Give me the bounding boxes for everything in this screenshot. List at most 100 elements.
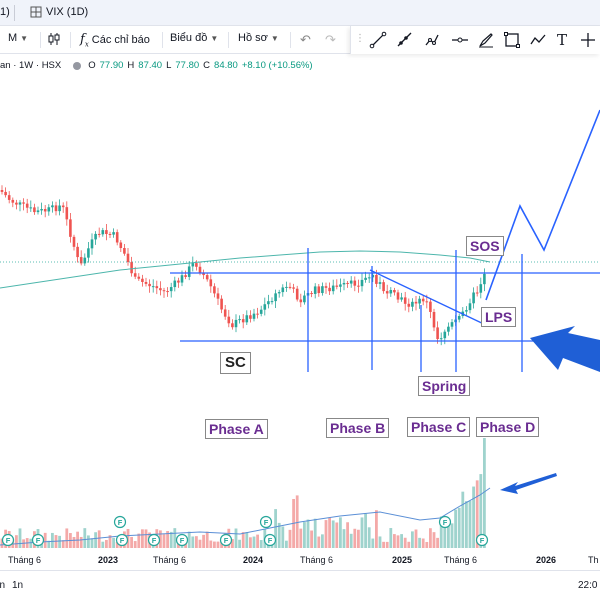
pattern-icon[interactable]	[529, 31, 547, 49]
volume-bar	[425, 541, 429, 548]
candle-body	[94, 233, 97, 240]
interval-dropdown[interactable]: M ▼	[8, 32, 28, 44]
candle-body	[11, 199, 15, 203]
text-tool-icon[interactable]: T	[557, 31, 568, 49]
volume-bar	[421, 538, 425, 548]
chart-type-dropdown[interactable]: Biểu đồ ▼	[170, 32, 218, 44]
candle-body	[267, 301, 270, 305]
volume-ma-line	[0, 487, 491, 546]
volume-bar	[375, 510, 378, 548]
candle-body	[126, 253, 130, 263]
trend-line-icon[interactable]	[369, 31, 387, 49]
event-marker-text: F	[118, 518, 123, 527]
candle-body	[411, 301, 414, 307]
candle-body	[4, 191, 7, 196]
axis-tick-label: 2024	[243, 555, 264, 565]
volume-bar	[101, 541, 105, 548]
volume-bar	[87, 535, 90, 548]
candle-body	[36, 210, 40, 213]
volume-bar	[360, 517, 364, 548]
candle-body	[303, 295, 306, 303]
brush-icon[interactable]	[477, 31, 495, 49]
event-marker-circle	[438, 515, 452, 529]
volume-bar	[299, 528, 303, 548]
candle-body	[324, 286, 328, 288]
high-value: 87.40	[138, 60, 163, 71]
small-arrow-icon	[500, 473, 557, 494]
open-key: O	[88, 60, 96, 71]
redo-button[interactable]: ↷	[325, 32, 336, 48]
profile-dropdown[interactable]: Hồ sơ ▼	[238, 32, 279, 44]
volume-bar	[90, 538, 94, 548]
interval-label: M	[8, 32, 18, 44]
event-marker-circle	[1, 533, 15, 547]
candle-body	[144, 281, 148, 284]
candle-body	[465, 310, 468, 312]
indicators-button[interactable]: fx Các chỉ báo	[80, 32, 150, 49]
volume-bar	[367, 527, 371, 548]
event-marker: F	[147, 533, 161, 547]
volume-bar	[346, 522, 349, 548]
tab-label: VIX (1D)	[46, 6, 89, 18]
volume-bar	[209, 540, 213, 548]
event-marker-text: F	[224, 536, 229, 545]
candle-body	[155, 286, 159, 289]
candle-body	[191, 263, 195, 267]
candle-body	[353, 280, 357, 286]
range-1y-button[interactable]: 1n	[12, 580, 24, 591]
event-marker-text: F	[120, 536, 125, 545]
volume-bar	[313, 518, 317, 548]
projection-path	[485, 109, 600, 301]
candle-body	[393, 290, 396, 293]
range-5y-button[interactable]: 5n	[0, 580, 6, 591]
candle-body	[385, 291, 389, 294]
tab-vix[interactable]: VIX (1D)	[30, 6, 88, 18]
volume-bar	[454, 509, 457, 548]
undo-button[interactable]: ↶	[300, 32, 311, 48]
horizontal-line-icon[interactable]	[451, 31, 469, 49]
volume-bar	[483, 438, 486, 548]
candle-body	[281, 287, 285, 293]
event-marker: F	[115, 533, 129, 547]
chart-type-label: Biểu đồ	[170, 32, 208, 44]
event-marker-text: F	[152, 536, 157, 545]
volume-bar	[195, 536, 198, 548]
chevron-down-icon: ▼	[20, 33, 29, 43]
rectangle-icon[interactable]	[503, 31, 521, 49]
candle-body	[328, 287, 331, 292]
ray-icon[interactable]	[395, 31, 413, 49]
volume-bar	[216, 541, 220, 548]
candle-body	[317, 286, 321, 294]
tab-previous[interactable]: 1)	[0, 6, 10, 18]
drag-handle-icon[interactable]: ⋮	[355, 33, 365, 44]
event-marker-circle	[475, 533, 489, 547]
axis-tick-label: Tháng 6	[8, 555, 42, 565]
volume-bar	[321, 534, 324, 548]
volume-bar	[353, 528, 357, 548]
candle-body	[47, 207, 51, 212]
time-axis[interactable]: Tháng 6 2023 Tháng 6 2024 Tháng 6 2025 T…	[0, 550, 600, 570]
event-marker-text: F	[264, 518, 269, 527]
volume-bar	[202, 534, 205, 548]
candle-body	[79, 257, 83, 264]
volume-bar	[281, 526, 285, 548]
path-icon[interactable]	[423, 31, 441, 49]
candles-button[interactable]	[47, 32, 61, 46]
symbol-info[interactable]: an · 1W · HSX	[0, 60, 62, 71]
chevron-down-icon: ▼	[210, 33, 219, 43]
volume-bar	[252, 536, 256, 548]
low-key: L	[166, 60, 172, 71]
tab-bar: 1) VIX (1D)	[0, 0, 600, 26]
volume-bar	[112, 537, 115, 548]
volume-bar	[436, 537, 439, 548]
crosshair-icon[interactable]	[579, 31, 597, 49]
toolbar-divider	[228, 32, 229, 48]
event-marker-circle	[115, 533, 129, 547]
volume-bar	[97, 530, 101, 548]
candle-body	[151, 286, 155, 288]
volume-bar	[58, 535, 61, 548]
candle-body	[252, 313, 256, 319]
volume-bar	[396, 535, 400, 548]
volume-bar	[65, 528, 69, 548]
